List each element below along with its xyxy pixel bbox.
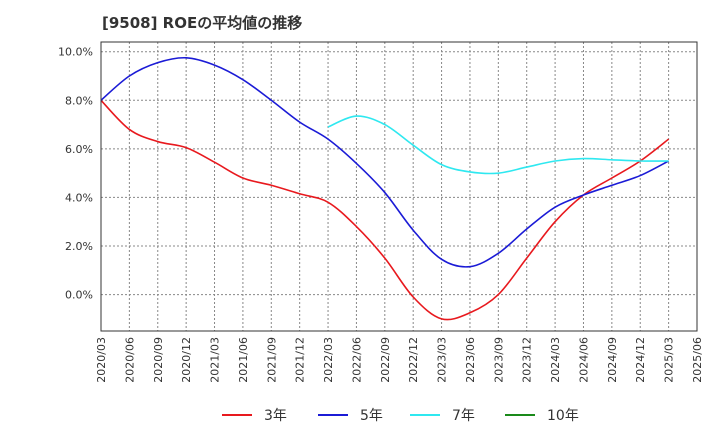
y-tick-label: 0.0%: [65, 289, 93, 302]
x-tick-label: 2024/09: [606, 337, 619, 383]
axis-layer: 10.0% 8.0% 6.0% 4.0% 2.0% 0.0% 2020/03 2020/06 2…: [58, 41, 704, 383]
y-tick-label: 4.0%: [65, 191, 93, 204]
legend-item: 3年: [222, 408, 287, 424]
x-tick-label: 2020/06: [123, 337, 136, 383]
x-tick-label: 2021/12: [294, 337, 307, 383]
y-tick-label: 2.0%: [65, 240, 93, 253]
x-tick-label: 2022/09: [379, 337, 392, 383]
y-tick-label: 6.0%: [65, 143, 93, 156]
x-tick-label: 2021/09: [265, 337, 278, 383]
series-line-5年: [100, 56, 669, 268]
chart-title: [9508] ROEの平均値の推移: [102, 14, 303, 32]
x-tick-label: 2022/06: [350, 337, 363, 383]
x-tick-label: 2021/06: [237, 337, 250, 383]
x-tick-label: 2022/03: [322, 337, 335, 383]
x-tick-label: 2025/03: [663, 337, 676, 383]
legend-label: 5年: [360, 408, 383, 424]
x-tick-label: 2023/06: [464, 337, 477, 383]
y-tick-label: 10.0%: [58, 46, 93, 59]
x-tick-label: 2023/09: [492, 337, 505, 383]
legend: 3年 5年 7年 10年: [222, 408, 579, 424]
x-tick-label: 2025/06: [691, 337, 704, 383]
series-layer: [100, 56, 670, 321]
legend-item: 5年: [318, 408, 383, 424]
x-tick-label: 2024/12: [634, 337, 647, 383]
x-tick-label: 2022/12: [407, 337, 420, 383]
x-tick-label: 2020/03: [95, 337, 108, 383]
x-tick-label: 2020/12: [180, 337, 193, 383]
legend-label: 3年: [264, 408, 287, 424]
legend-item: 10年: [505, 408, 579, 424]
series-line-3年: [100, 99, 670, 321]
series-line-7年: [327, 115, 669, 175]
x-tick-label: 2024/03: [549, 337, 562, 383]
x-tick-label: 2021/03: [209, 337, 222, 383]
legend-label: 10年: [547, 408, 579, 424]
legend-item: 7年: [410, 408, 475, 424]
legend-label: 7年: [452, 408, 475, 424]
x-tick-label: 2024/06: [577, 337, 590, 383]
x-tick-label: 2023/03: [436, 337, 449, 383]
y-tick-label: 8.0%: [65, 94, 93, 107]
x-tick-label: 2023/12: [521, 337, 534, 383]
x-tick-label: 2020/09: [152, 337, 165, 383]
plot-frame: [100, 41, 698, 332]
